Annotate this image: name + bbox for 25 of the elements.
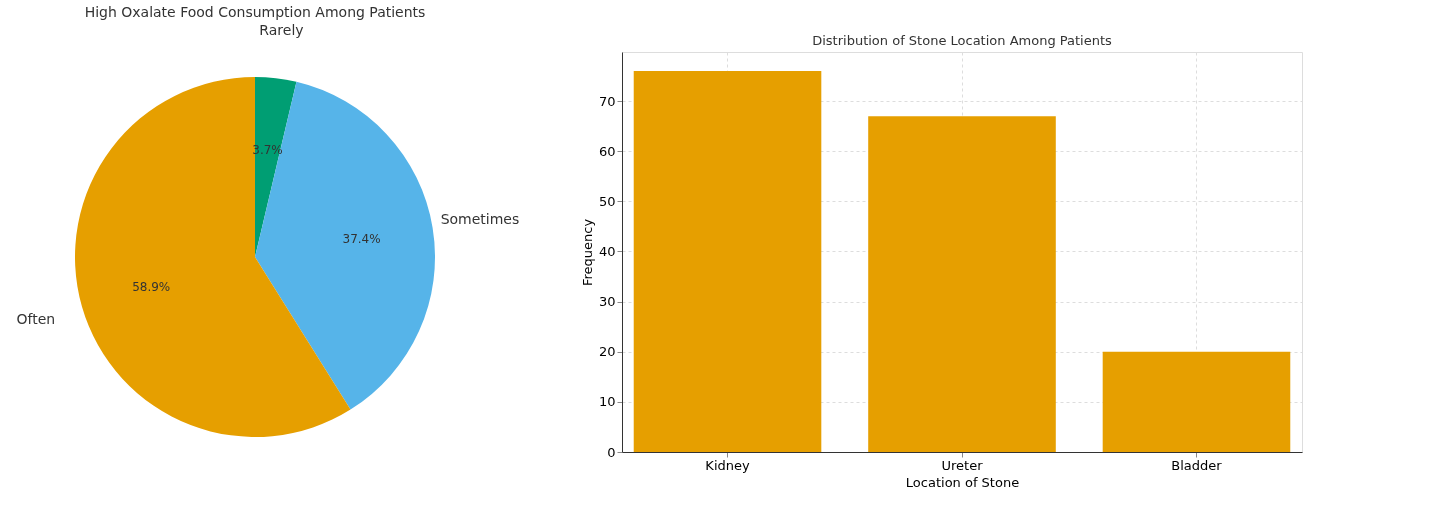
bar: [868, 116, 1056, 452]
y-tick-label: 50: [598, 193, 616, 209]
x-tick-label: Bladder: [1171, 457, 1223, 473]
chart-title: Distribution of Stone Location Among Patients: [812, 33, 1113, 48]
chart-title: High Oxalate Food Consumption Among Patients: [84, 3, 426, 20]
y-axis-title: Frequency: [579, 218, 595, 287]
x-axis-title: Location of Stone: [905, 474, 1020, 490]
y-tick-label: 0: [607, 444, 616, 460]
y-tick-label: 60: [598, 143, 616, 159]
slice-label: Rarely: [259, 21, 304, 38]
y-tick-label: 40: [598, 244, 616, 259]
y-tick-label: 20: [598, 344, 616, 360]
bar: [1102, 351, 1291, 452]
data-label: 37.4%: [342, 232, 381, 247]
pie-slice: [255, 77, 297, 257]
data-label: 58.9%: [132, 279, 171, 294]
y-tick-label: 30: [598, 294, 616, 310]
slice-label: Often: [16, 310, 56, 327]
y-tick-label: 10: [598, 394, 616, 410]
x-tick-label: Ureter: [941, 457, 984, 473]
slice-label: Sometimes: [440, 210, 520, 227]
bar: [633, 71, 822, 452]
x-tick-label: Kidney: [705, 457, 750, 473]
y-tick-label: 70: [598, 93, 616, 109]
pie-slice: [255, 81, 435, 410]
